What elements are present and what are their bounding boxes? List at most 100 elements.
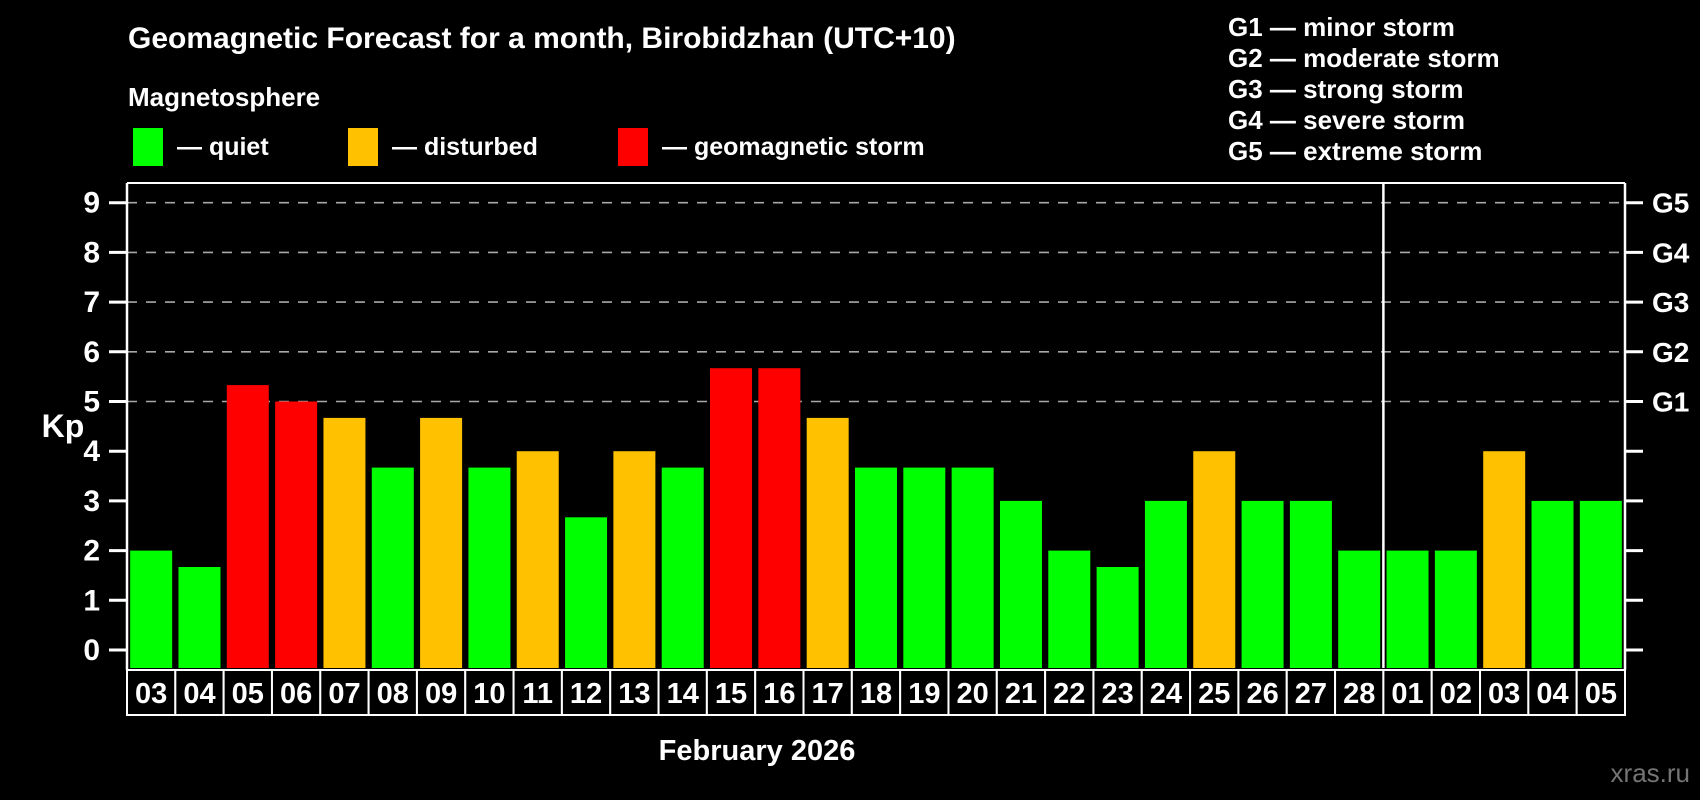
watermark: xras.ru xyxy=(1610,758,1690,788)
kp-bar-22 xyxy=(1048,550,1091,668)
day-label-8: 11 xyxy=(522,678,553,710)
kp-bar-18 xyxy=(855,467,897,668)
kp-bar-17 xyxy=(806,417,849,668)
g-axis-label-G2: G2 xyxy=(1652,337,1689,368)
kp-bar-02 xyxy=(1434,550,1477,668)
day-label-0: 03 xyxy=(135,678,167,710)
g-axis-label-G1: G1 xyxy=(1652,387,1689,418)
day-label-cell-26 xyxy=(1382,669,1433,716)
kp-bar-05 xyxy=(226,385,269,668)
storm-color-swatch xyxy=(618,128,648,166)
day-label-24: 27 xyxy=(1295,678,1327,710)
day-label-cell-15 xyxy=(850,669,902,716)
day-label-cell-30 xyxy=(1575,669,1626,716)
y-axis-label-3: 3 xyxy=(83,485,100,518)
kp-bar-14 xyxy=(661,467,704,668)
kp-bar-23 xyxy=(1096,567,1139,668)
kp-bar-09 xyxy=(420,417,463,668)
kp-bar-07 xyxy=(323,417,366,668)
legend-item-quiet: — quiet xyxy=(133,127,269,167)
day-label-cell-25 xyxy=(1334,669,1385,716)
day-label-21: 24 xyxy=(1150,678,1182,710)
x-axis-month-label: February 2026 xyxy=(658,735,856,767)
kp-bar-13 xyxy=(613,451,656,668)
day-label-1: 04 xyxy=(183,678,215,710)
kp-bar-03 xyxy=(130,550,173,668)
y-axis-label-2: 2 xyxy=(83,535,100,568)
kp-bar-21 xyxy=(999,500,1042,668)
kp-bar-24 xyxy=(1144,500,1187,668)
y-axis-label-6: 6 xyxy=(83,336,100,369)
kp-bar-08 xyxy=(371,467,414,668)
legend-label-quiet: — quiet xyxy=(177,132,269,161)
y-axis-label-0: 0 xyxy=(83,634,100,667)
kp-bar-20 xyxy=(951,467,994,668)
day-label-cell-13 xyxy=(754,669,805,716)
y-axis-label-7: 7 xyxy=(83,286,100,319)
g-scale-legend: G1 — minor storm G2 — moderate storm G3 … xyxy=(1228,12,1500,167)
y-axis-label-5: 5 xyxy=(83,386,100,419)
day-label-cell-0 xyxy=(126,669,177,716)
chart-subtitle: Magnetosphere xyxy=(128,82,321,112)
day-label-cell-1 xyxy=(174,669,225,716)
day-label-cell-5 xyxy=(367,669,418,716)
day-label-19: 22 xyxy=(1053,678,1085,710)
day-label-10: 13 xyxy=(618,678,650,710)
day-label-23: 26 xyxy=(1246,678,1278,710)
g5-legend-line: G5 — extreme storm xyxy=(1228,136,1483,166)
day-label-5: 08 xyxy=(377,678,409,710)
day-label-12: 15 xyxy=(715,678,747,710)
day-label-cell-10 xyxy=(609,669,660,716)
day-label-4: 07 xyxy=(328,678,360,710)
day-label-15: 18 xyxy=(860,678,892,710)
kp-bar-01 xyxy=(1386,550,1429,668)
kp-bar-04 xyxy=(1531,500,1574,668)
legend-item-storm: — geomagnetic storm xyxy=(618,127,925,167)
g3-legend-line: G3 — strong storm xyxy=(1228,74,1464,104)
kp-bar-04 xyxy=(178,567,221,668)
y-axis-title: Kp xyxy=(42,408,85,444)
kp-bar-28 xyxy=(1338,550,1381,668)
day-label-29: 04 xyxy=(1536,678,1568,710)
day-label-6: 09 xyxy=(425,678,457,710)
legend-label-disturbed: — disturbed xyxy=(392,132,538,161)
disturbed-color-swatch xyxy=(348,128,378,166)
g1-legend-line: G1 — minor storm xyxy=(1228,12,1455,42)
g-axis-label-G4: G4 xyxy=(1652,237,1690,268)
day-label-30: 05 xyxy=(1585,678,1617,710)
kp-bar-03 xyxy=(1483,451,1526,668)
day-label-cell-11 xyxy=(657,669,708,716)
day-label-25: 28 xyxy=(1343,678,1375,710)
day-label-cell-28 xyxy=(1479,669,1530,716)
day-label-28: 03 xyxy=(1488,678,1520,710)
quiet-color-swatch xyxy=(133,128,163,166)
g-axis-label-G5: G5 xyxy=(1652,188,1689,219)
day-label-7: 10 xyxy=(473,678,505,710)
day-label-22: 25 xyxy=(1198,678,1230,710)
chart-title: Geomagnetic Forecast for a month, Birobi… xyxy=(128,22,956,55)
kp-bar-05 xyxy=(1579,500,1622,668)
kp-bar-26 xyxy=(1241,500,1284,668)
kp-bar-12 xyxy=(565,517,608,668)
day-label-20: 23 xyxy=(1101,678,1133,710)
kp-bar-15 xyxy=(710,368,753,668)
day-label-17: 20 xyxy=(957,678,989,710)
y-axis-label-8: 8 xyxy=(83,236,100,269)
day-label-11: 14 xyxy=(667,678,699,710)
legend-label-storm: — geomagnetic storm xyxy=(662,132,925,161)
day-label-cell-19 xyxy=(1044,669,1095,716)
day-label-cell-2 xyxy=(222,669,273,716)
kp-bar-16 xyxy=(758,368,801,668)
g-axis-label-G3: G3 xyxy=(1652,287,1689,318)
y-axis-label-9: 9 xyxy=(83,187,100,220)
day-label-cell-6 xyxy=(415,669,467,716)
day-label-16: 19 xyxy=(908,678,940,710)
kp-bar-19 xyxy=(903,467,946,668)
g2-legend-line: G2 — moderate storm xyxy=(1228,43,1500,73)
y-axis-label-1: 1 xyxy=(83,584,100,617)
day-label-9: 12 xyxy=(570,678,602,710)
day-label-cell-3 xyxy=(270,669,322,716)
day-label-14: 17 xyxy=(812,678,844,710)
kp-bar-25 xyxy=(1193,451,1236,668)
